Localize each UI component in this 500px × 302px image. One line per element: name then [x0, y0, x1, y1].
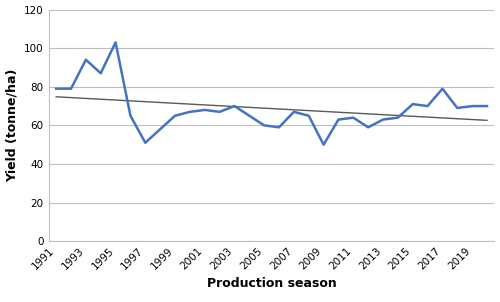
X-axis label: Production season: Production season — [206, 278, 336, 291]
Y-axis label: Yield (tonne/ha): Yield (tonne/ha) — [6, 69, 18, 182]
